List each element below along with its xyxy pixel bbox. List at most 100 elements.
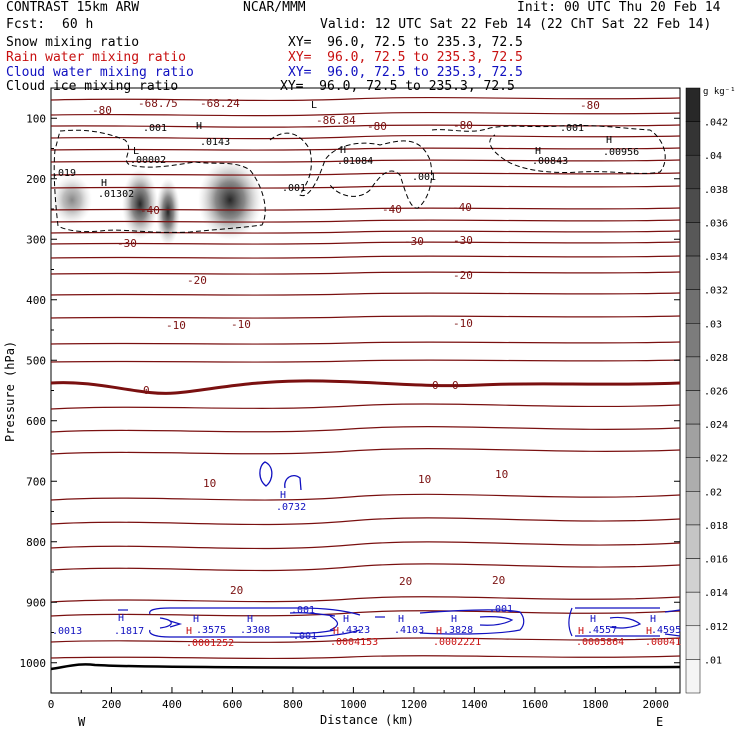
snow-annotations: .001 H .0143 L .00002 H .01302 H .01084 … <box>52 100 639 200</box>
temp-label: -30 <box>404 235 424 248</box>
field-cloudice-xy: XY= 96.0, 72.5 to 235.3, 72.5 <box>280 79 515 94</box>
cloud-water-label: .1817 <box>114 626 144 637</box>
temp-label: 0 <box>143 384 150 397</box>
snow-label: .001 <box>412 172 436 183</box>
snow-contour <box>53 129 266 233</box>
rain-max-marker: H <box>186 626 192 637</box>
cloud-water-contour <box>329 615 339 631</box>
y-tick-label: 900 <box>26 596 46 609</box>
field-cloudwater-xy: XY= 96.0, 72.5 to 235.3, 72.5 <box>288 65 523 80</box>
snow-label: .019 <box>52 168 76 179</box>
temp-contour <box>50 541 681 550</box>
forecast-value: 60 h <box>62 17 94 32</box>
colorbar-bin <box>685 289 701 324</box>
y-tick-label: 300 <box>26 233 46 246</box>
direction-west: W <box>78 715 86 729</box>
zero-isotherm <box>50 379 681 395</box>
colorbar-bin <box>685 423 701 458</box>
temp-contour <box>50 159 681 163</box>
cloud-water-contour <box>159 617 172 629</box>
cloud-water-label: .0732 <box>276 502 306 513</box>
colorbar-tick-label: .032 <box>704 286 728 297</box>
colorbar-bin <box>685 255 701 290</box>
temp-label: -80 <box>453 119 473 132</box>
temp-contour <box>50 596 681 603</box>
cloud-water-label: .001 <box>293 631 317 642</box>
temp-label: -40 <box>452 201 472 214</box>
temp-contour <box>50 230 681 234</box>
cloud-water-contours <box>259 461 302 491</box>
snow-label: .00002 <box>130 155 166 166</box>
y-axis-title: Pressure (hPa) <box>3 341 17 442</box>
colorbar: .042 .04 .038 .036 .034 .032 .03 .028 .026 .024 .0… <box>685 87 728 694</box>
temp-contour <box>50 255 681 259</box>
snow-max-marker: H <box>535 146 541 157</box>
colorbar-tick-label: .034 <box>704 252 728 263</box>
temp-label: -30 <box>117 237 137 250</box>
x-tick-label: 1400 <box>461 698 488 711</box>
cloud-water-max-marker: H <box>247 614 253 625</box>
temp-label: -40 <box>140 204 160 217</box>
x-tick-label: 2000 <box>643 698 670 711</box>
colorbar-tick-label: .01 <box>704 655 722 666</box>
colorbar-bin <box>685 188 701 223</box>
colorbar-tick-label: .026 <box>704 387 728 398</box>
snow-blob <box>198 160 262 240</box>
x-tick-label: 1800 <box>582 698 609 711</box>
temp-contour <box>50 425 681 433</box>
temp-label: -20 <box>187 274 207 287</box>
colorbar-tick-label: .02 <box>704 487 722 498</box>
cloud-water-contour <box>664 633 681 637</box>
temp-label: 0 <box>452 379 459 392</box>
temp-label: 10 <box>495 468 508 481</box>
colorbar-bin <box>685 457 701 492</box>
cloud-water-contours-low <box>118 607 681 638</box>
y-tick-label: 1000 <box>20 657 47 670</box>
x-axis-title: Distance (km) <box>320 713 414 727</box>
snow-label: .001 <box>282 183 306 194</box>
colorbar-bin <box>685 87 701 122</box>
rain-label: .0004153 <box>330 637 378 648</box>
temp-contour <box>50 172 681 176</box>
temp-contour <box>50 147 681 151</box>
colorbar-tick-label: .018 <box>704 521 728 532</box>
colorbar-tick-label: .024 <box>704 420 728 431</box>
colorbar-bin <box>685 558 701 593</box>
cloud-water-contour <box>259 461 273 487</box>
snow-label: .00843 <box>532 156 568 167</box>
temperature-labels: -80 -68.75 -68.24 -86.84 -80 -80 -80 -40… <box>92 97 600 597</box>
x-tick-label: 600 <box>223 698 243 711</box>
colorbar-tick-label: .036 <box>704 218 728 229</box>
cloud-water-contour <box>284 474 302 491</box>
colorbar-bin <box>685 659 701 694</box>
temp-label: -20 <box>453 269 473 282</box>
colorbar-tick-label: .016 <box>704 555 728 566</box>
rain-label: .00041 <box>645 637 681 648</box>
temp-label: 0 <box>432 379 439 392</box>
org-label: NCAR/MMM <box>243 0 306 15</box>
snow-label: .0143 <box>200 137 230 148</box>
cloud-water-label: .001 <box>291 605 315 616</box>
temp-label: -40 <box>382 203 402 216</box>
cloud-water-max-marker: H <box>590 614 596 625</box>
snow-min-marker: L <box>133 146 139 157</box>
snow-contour <box>431 124 666 174</box>
init-time: Init: 00 UTC Thu 20 Feb 14 <box>517 0 721 15</box>
rain-max-marker: H <box>578 626 584 637</box>
y-tick-label: 100 <box>26 112 46 125</box>
cloud-water-contour <box>169 620 183 628</box>
cloud-water-label: .001 <box>489 604 513 615</box>
temp-label: 20 <box>492 574 505 587</box>
x-tick-label: 1200 <box>401 698 428 711</box>
cloud-water-contour <box>479 616 514 626</box>
cloud-water-annotations: H .0732 H .0013 .1817 H .3575 H .3308 .0… <box>52 490 681 642</box>
cloud-water-contour <box>149 629 361 638</box>
snow-label: .01084 <box>337 156 373 167</box>
colorbar-bin <box>685 591 701 627</box>
cloud-water-contour <box>419 609 525 635</box>
snow-label: .001 <box>560 123 584 134</box>
temp-label: -68.24 <box>200 97 240 110</box>
snow-contour <box>269 132 433 209</box>
temp-contour <box>50 563 681 572</box>
